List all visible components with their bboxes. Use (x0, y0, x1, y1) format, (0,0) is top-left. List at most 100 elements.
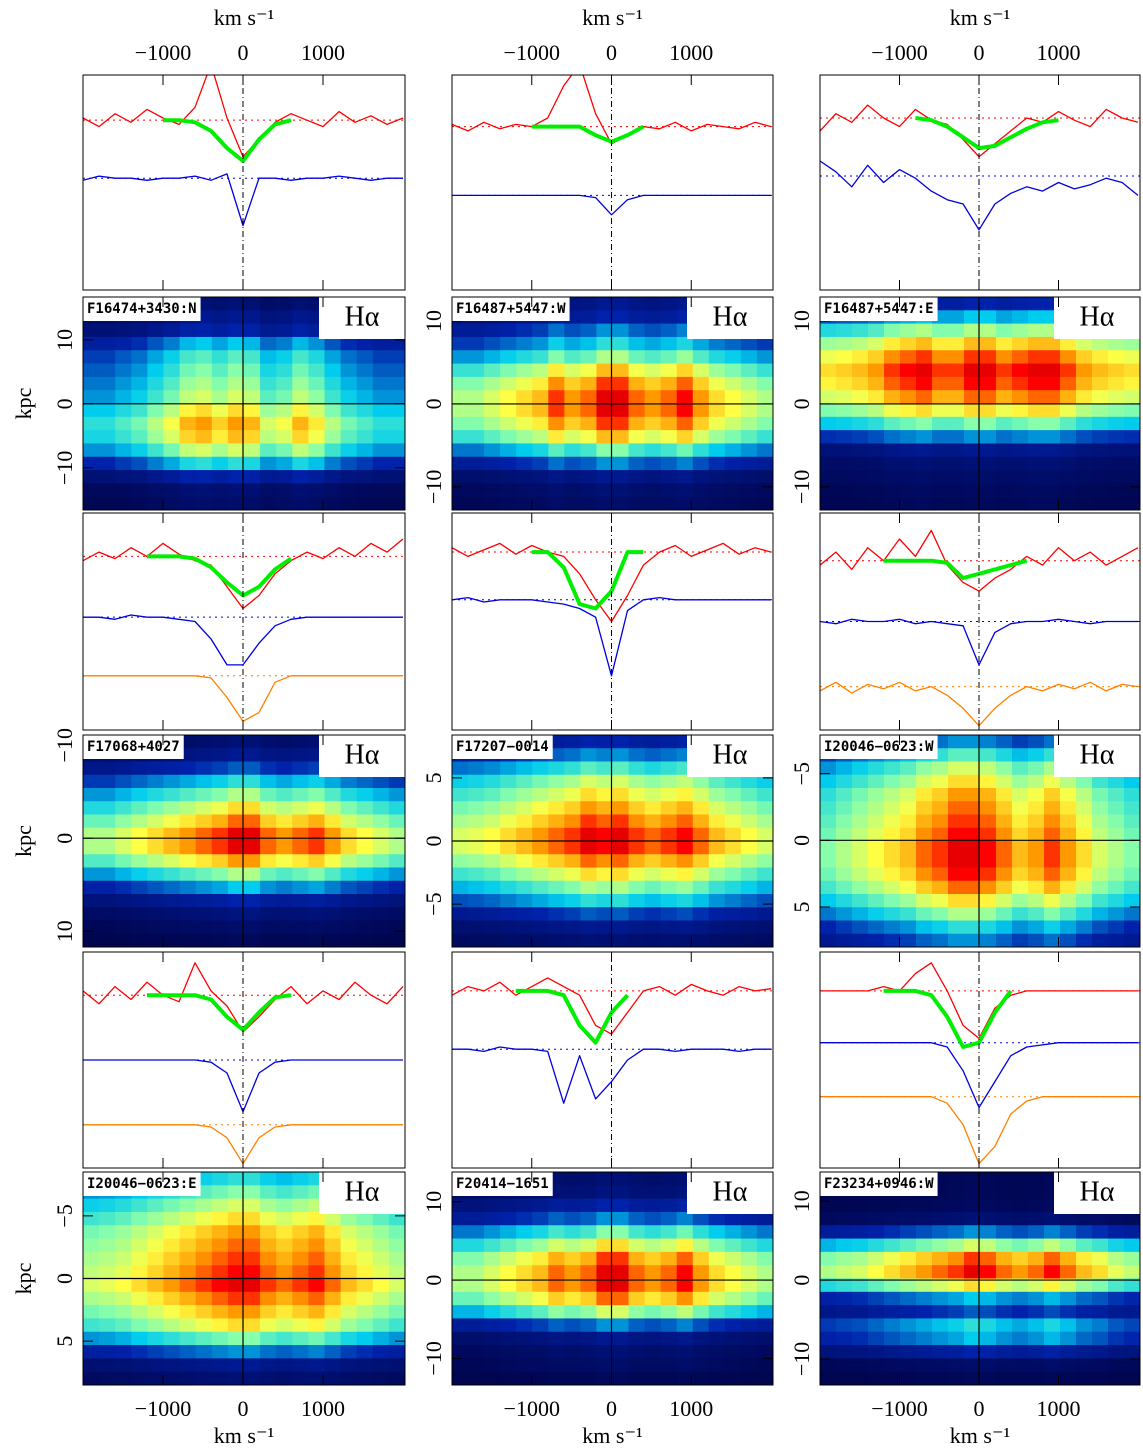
heat-cell (1012, 1318, 1029, 1332)
heat-cell (1092, 350, 1109, 364)
heat-cell (1044, 430, 1061, 444)
heat-cell (677, 1252, 694, 1266)
heat-cell (836, 324, 853, 338)
heat-cell (131, 483, 148, 497)
heat-cell (341, 801, 358, 815)
heat-cell (868, 775, 885, 789)
heat-cell (452, 443, 469, 457)
heat-cell (661, 417, 678, 431)
heat-cell (964, 297, 981, 311)
heat-cell (373, 854, 390, 868)
heat-cell (580, 350, 597, 364)
heat-cell (131, 457, 148, 471)
heat-cell (996, 1318, 1013, 1332)
heat-cell (709, 377, 726, 391)
heat-cell (532, 1199, 549, 1213)
heat-cell (948, 801, 965, 815)
heat-cell (1044, 1358, 1061, 1372)
heat-cell (548, 1239, 565, 1253)
heat-cell (500, 457, 517, 471)
heat-cell (325, 417, 342, 431)
heat-cell (1108, 497, 1125, 511)
heat-cell (1028, 1172, 1045, 1186)
heat-cell (852, 443, 869, 457)
heat-cell (1092, 934, 1109, 948)
y-tick-label: 0 (421, 398, 446, 409)
heat-cell (757, 1225, 774, 1239)
heat-cell (580, 735, 597, 749)
heat-cell (468, 921, 485, 935)
heat-cell (83, 841, 100, 855)
heat-cell (373, 881, 390, 895)
heat-cell (228, 801, 245, 815)
heat-cell (260, 828, 277, 842)
heat-cell (341, 430, 358, 444)
heat-cell (645, 350, 662, 364)
heat-cell (836, 788, 853, 802)
heat-cell (357, 815, 374, 829)
heat-cell (964, 404, 981, 418)
heat-cell (996, 297, 1013, 311)
heat-cell (212, 801, 229, 815)
y-tick-label: 0 (52, 398, 77, 409)
heat-cell (741, 934, 758, 948)
heat-cell (260, 1185, 277, 1199)
heat-cell (164, 1225, 181, 1239)
heat-cell (276, 854, 293, 868)
heat-cell (180, 337, 197, 351)
heat-cell (308, 377, 325, 391)
heat-cell (932, 1252, 949, 1266)
heat-cell (629, 483, 646, 497)
heat-cell (83, 854, 100, 868)
heat-cell (1108, 417, 1125, 431)
heat-cell (1076, 483, 1093, 497)
heat-cell (1092, 841, 1109, 855)
heat-cell (1108, 1239, 1125, 1253)
heat-cell (131, 1358, 148, 1372)
heat-cell (484, 1252, 501, 1266)
heat-cell (164, 815, 181, 829)
heat-cell (548, 801, 565, 815)
heat-cell (629, 1212, 646, 1226)
heat-cell (964, 1199, 981, 1213)
heat-cell (1060, 1305, 1077, 1319)
heat-cell (99, 775, 116, 789)
heat-cell (693, 854, 710, 868)
heat-cell (693, 497, 710, 511)
heat-cell (147, 337, 164, 351)
heat-cell (373, 1318, 390, 1332)
heat-cell (180, 390, 197, 404)
heat-cell (452, 854, 469, 868)
heat-cell (548, 1318, 565, 1332)
heat-cell (948, 1239, 965, 1253)
heat-cell (99, 350, 116, 364)
heat-cell (357, 470, 374, 484)
heat-cell (164, 1212, 181, 1226)
heat-cell (629, 1265, 646, 1279)
heat-cell (1124, 1265, 1141, 1279)
heat-cell (836, 894, 853, 908)
heat-cell (468, 762, 485, 776)
heat-cell (308, 457, 325, 471)
heat-cell (83, 497, 100, 511)
heat-cell (468, 443, 485, 457)
heat-cell (725, 404, 742, 418)
heat-cell (341, 470, 358, 484)
heat-cell (836, 775, 853, 789)
heat-cell (613, 390, 630, 404)
heat-cell (596, 443, 613, 457)
heat-cell (260, 1225, 277, 1239)
heat-cell (1124, 1372, 1141, 1386)
heat-cell (564, 350, 581, 364)
heat-cell (99, 1265, 116, 1279)
heat-cell (276, 907, 293, 921)
heat-cell (596, 828, 613, 842)
heat-cell (900, 457, 917, 471)
heat-cell (868, 801, 885, 815)
heat-cell (373, 841, 390, 855)
heat-cell (1028, 1212, 1045, 1226)
heat-cell (115, 854, 132, 868)
heat-cell (516, 788, 533, 802)
heat-cell (532, 1212, 549, 1226)
heat-cell (147, 1358, 164, 1372)
